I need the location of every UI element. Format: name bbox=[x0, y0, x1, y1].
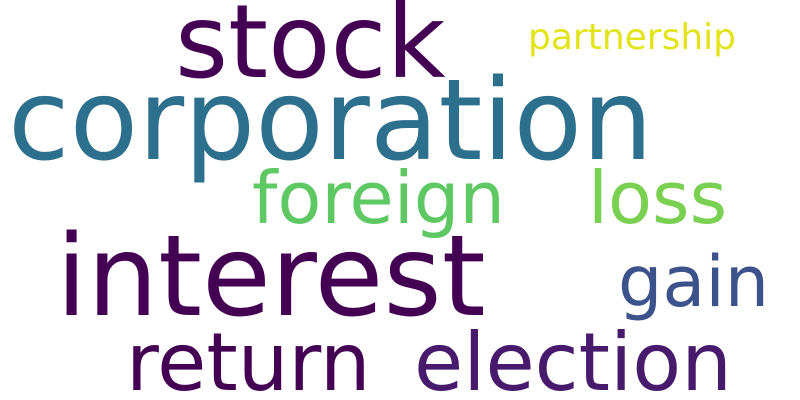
word-partnership: partnership bbox=[528, 17, 737, 58]
word-election: election bbox=[414, 316, 732, 400]
word-gain: gain bbox=[618, 241, 770, 323]
word-corporation: corporation bbox=[8, 56, 653, 186]
word-stock: stock bbox=[175, 0, 446, 102]
word-interest: interest bbox=[56, 212, 486, 342]
word-loss: loss bbox=[588, 156, 728, 240]
word-foreign: foreign bbox=[252, 156, 506, 240]
word-return: return bbox=[126, 316, 371, 400]
